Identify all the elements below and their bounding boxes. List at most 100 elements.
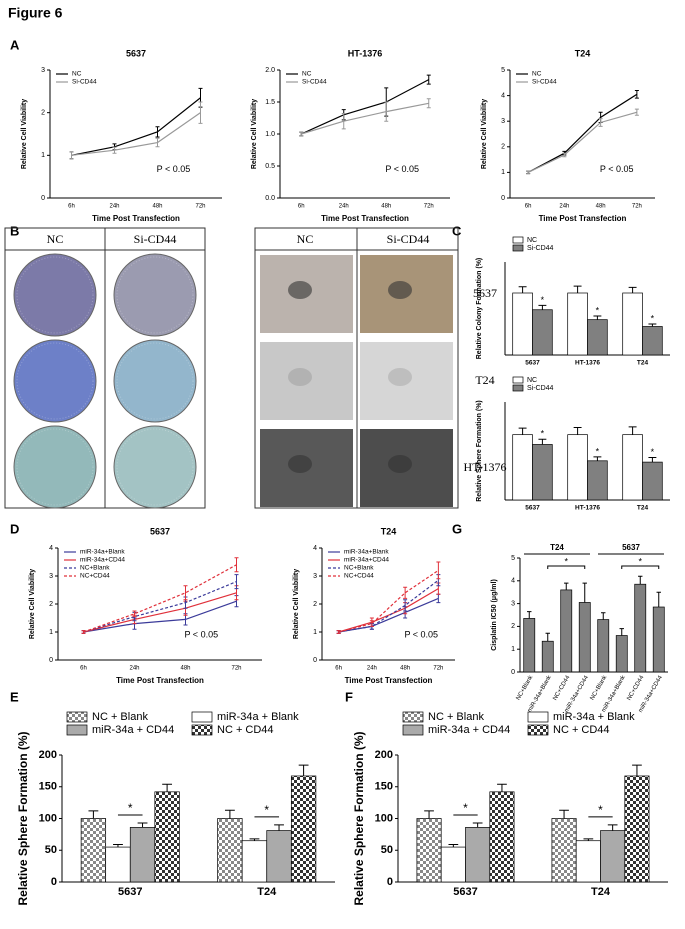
legend-swatch [191,711,213,723]
error-bar [426,98,431,109]
legend-swatch [512,376,524,384]
error-bar [234,574,239,590]
y-tick-label: 3 [511,600,515,607]
x-axis-label: Time Post Transfection [92,214,180,223]
significance-label: * [541,429,545,439]
error-bar [183,585,188,601]
row-label: T24 [475,373,494,387]
bar [440,846,466,883]
bar [266,830,292,883]
x-tick-label: 48h [596,204,606,210]
bar [622,292,643,356]
y-tick-label: 0.5 [265,163,275,170]
error-bar [634,89,639,99]
bar [523,618,536,673]
panel-label: E [10,689,19,704]
bar [489,791,515,883]
significance-label: * [638,556,642,566]
y-axis-label: Relative Cell Viability [29,569,36,639]
culture-dish [13,425,97,509]
bar [532,444,553,501]
error-bar [598,118,603,127]
error-bar [562,152,567,158]
error-bar [198,101,203,124]
significance-label: * [651,313,655,323]
error-bar [573,285,582,293]
row-label: 5637 [473,286,497,300]
image-frame [254,227,459,509]
x-tick-label: 48h [152,204,162,210]
x-tick-label: T24 [257,886,277,898]
bar [105,846,131,883]
x-tick-label: 24h [367,666,377,672]
error-bar [403,599,408,612]
culture-dish [13,253,97,337]
series-line [527,111,638,173]
legend-label: miR-34a+CD44 [80,557,125,564]
error-bar [88,810,99,819]
legend-swatch [527,724,549,736]
x-axis-label: Time Post Transfection [116,676,204,685]
panel-label: A [10,37,20,52]
annotation: P < 0.05 [157,164,191,174]
bar [465,827,491,883]
error-bar [69,151,74,160]
bar [541,640,554,673]
error-bar [234,557,239,573]
y-tick-label: 3 [49,573,53,580]
error-bar [518,427,527,435]
sphere-image [260,342,353,420]
column-label: NC [47,232,64,246]
bar [80,818,107,883]
x-tick-label: HT-1376 [575,505,600,512]
chart-title: T24 [381,526,397,536]
y-tick-label: 3 [313,573,317,580]
culture-dish [113,339,197,423]
series-line [83,564,237,633]
error-bar [518,286,527,293]
error-bar [224,809,235,819]
legend-swatch [402,711,424,723]
legend-label: miR-34a + Blank [553,711,635,723]
panel-label: F [345,689,353,704]
bar [290,775,317,883]
bar [567,292,588,356]
x-tick-label: 5637 [118,886,142,898]
error-bar [593,456,602,461]
error-bar [607,824,618,831]
legend-label: NC + CD44 [553,724,610,736]
y-tick-label: 200 [375,749,393,761]
column-label: Si-CD44 [387,232,430,246]
error-bar [274,824,284,831]
y-axis-label: Cisplatin IC50 (μg/ml) [491,579,498,651]
y-tick-label: 50 [381,844,393,856]
x-tick-label: HT-1376 [575,360,600,367]
column-label: NC [297,232,314,246]
x-tick-label: NC+CD44 [626,674,645,701]
bar [622,434,643,501]
y-tick-label: 1 [41,152,45,159]
error-bar [573,426,582,435]
y-tick-label: 2 [511,623,515,630]
legend-label: miR-34a+Blank [80,549,125,556]
significance-label: * [128,801,133,815]
error-bar [593,315,602,320]
bar [587,460,608,501]
legend-label: NC [527,237,537,244]
legend-label: NC [302,71,312,78]
error-bar [298,764,309,776]
x-tick-label: 5637 [525,505,540,512]
error-bar [632,764,642,776]
significance-label: * [596,446,600,456]
y-tick-label: 2 [49,601,53,608]
bar [578,602,591,673]
x-tick-label: 6h [335,666,342,672]
error-bar [538,304,547,310]
significance-label: * [541,295,545,305]
y-tick-label: 4 [511,578,515,585]
culture-dish [13,339,97,423]
legend-swatch [191,724,213,736]
legend-label: Si-CD44 [72,79,97,86]
legend-label: Si-CD44 [527,245,554,252]
